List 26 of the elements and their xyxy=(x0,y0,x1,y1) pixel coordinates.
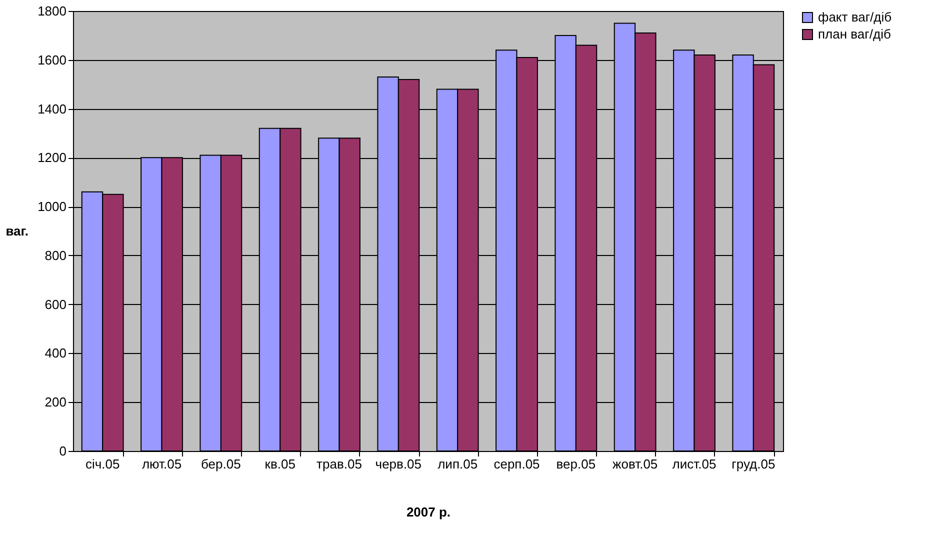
x-tick-label: черв.05 xyxy=(375,456,422,472)
y-tick-label: 200 xyxy=(44,394,66,410)
y-tick-label: 800 xyxy=(44,248,66,263)
y-axis-title: ваг. xyxy=(6,224,28,238)
x-tick-label: серп.05 xyxy=(494,456,540,472)
x-tick-label: січ.05 xyxy=(85,456,120,472)
y-tick-label: 1400 xyxy=(38,101,66,116)
y-tick-label: 0 xyxy=(59,444,66,458)
x-tick-label: жовт.05 xyxy=(612,456,658,472)
x-tick-label: лют.05 xyxy=(142,456,182,472)
x-tick-label: трав.05 xyxy=(316,456,362,472)
x-tick-label: груд.05 xyxy=(732,456,776,472)
x-tick-label: вер.05 xyxy=(556,456,596,472)
x-tick-label: лист.05 xyxy=(672,456,716,472)
x-tick-label: лип.05 xyxy=(438,456,478,472)
x-tick-label: бер.05 xyxy=(200,456,241,472)
y-tick-label: 1200 xyxy=(38,150,66,166)
x-tick-label: кв.05 xyxy=(264,456,296,472)
y-tick-label: 400 xyxy=(44,346,66,361)
y-tick-label: 1600 xyxy=(38,52,66,68)
legend-label: факт ваг/діб xyxy=(818,10,892,24)
y-tick-label: 600 xyxy=(44,296,66,312)
y-tick-label: 1800 xyxy=(38,4,66,18)
y-tick-label: 1000 xyxy=(38,199,66,214)
legend-label: план ваг/діб xyxy=(818,26,891,42)
x-axis-title: 2007 р. xyxy=(406,504,451,520)
